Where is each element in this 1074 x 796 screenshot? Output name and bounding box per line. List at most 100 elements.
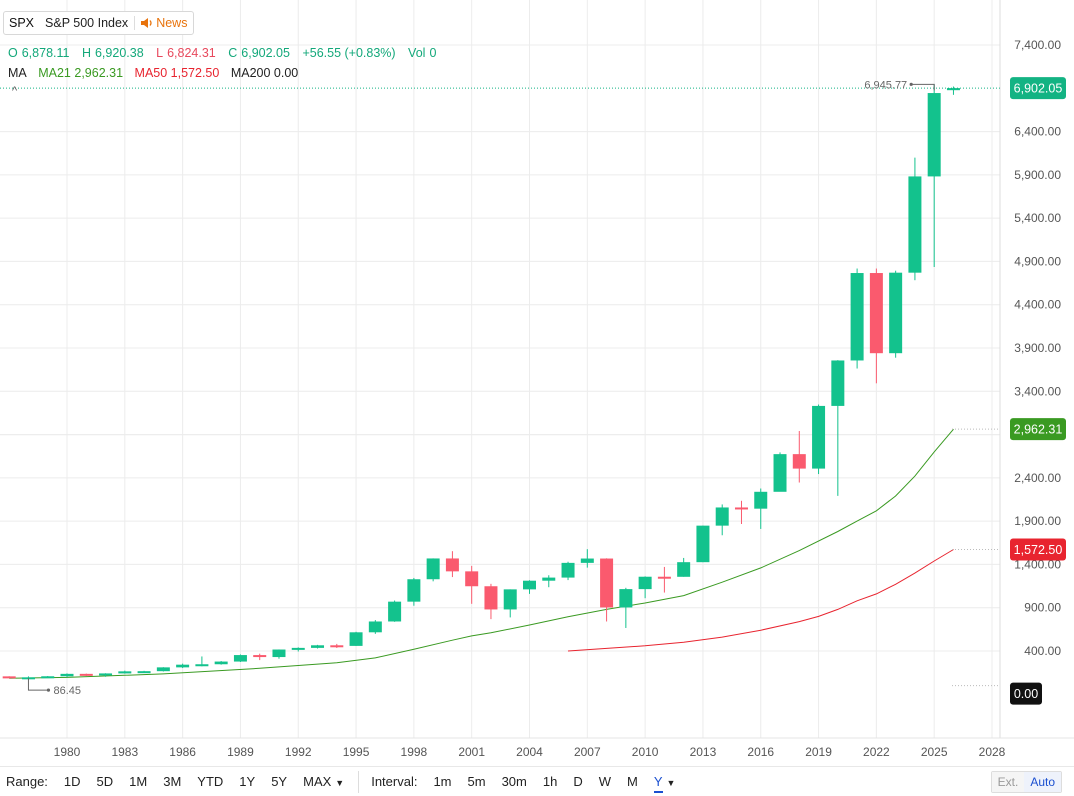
candle [330,643,344,648]
candle [311,644,325,649]
range-1m[interactable]: 1M [129,774,148,789]
grid [0,0,1000,738]
candle [484,583,498,620]
candle [2,676,16,679]
candle [638,576,652,599]
x-tick-label: 2007 [574,745,601,759]
candle [195,656,209,667]
change-value: +56.55 (+0.83%) [302,46,396,60]
candle [696,525,710,563]
x-tick-label: 2010 [632,745,659,759]
candle-body [118,671,132,674]
candle-body [214,661,228,665]
range-label: Range: [6,774,48,789]
symbol-box[interactable]: SPX S&P 500 Index News [3,11,195,35]
candle-body [908,176,922,273]
low-annotation-dot [46,688,51,692]
news-button[interactable]: News [134,16,187,30]
ma200-value: 0.00 [273,66,299,80]
candle [619,587,633,628]
candle-body [946,88,960,91]
interval-1h[interactable]: 1h [542,774,558,789]
candle-body [638,576,652,590]
megaphone-icon [141,18,152,28]
candle-body [465,571,479,587]
range-ytd[interactable]: YTD [197,774,224,789]
candle [773,452,787,492]
interval-30m[interactable]: 30m [501,774,527,789]
interval-label: Interval: [371,774,418,789]
candle-body [388,601,402,622]
x-tick-label: 1986 [169,745,196,759]
high-annotation-dot [909,82,913,86]
candle-body [580,558,594,563]
last-price-tag: 6,902.05 [1014,82,1063,96]
y-tick-label: 6,400.00 [1014,125,1061,139]
range-1d[interactable]: 1D [63,774,81,789]
candle-body [542,577,556,581]
candle [79,673,93,676]
candle-body [156,667,170,672]
candle [657,566,671,593]
candle [445,551,459,578]
candle [137,670,151,674]
interval-m[interactable]: M [627,774,638,789]
candle-body [368,621,382,633]
y-tick-label: 4,900.00 [1014,254,1061,268]
x-tick-label: 1998 [401,745,428,759]
chart-canvas[interactable]: 400.00 900.00 1,400.00 1,900.00 2,400.00 3,40… [0,0,1074,766]
interval-y[interactable]: Y ▼ [646,774,684,793]
ext-button[interactable]: Ext. [991,772,1025,792]
low-value: 6,824.31 [167,46,216,60]
range-5d[interactable]: 5D [96,774,114,789]
candle [734,500,748,524]
collapse-icon[interactable]: ^ [12,85,18,97]
y-tick-label: 2,400.00 [1014,471,1061,485]
range-max[interactable]: MAX ▼ [303,774,345,789]
x-tick-label: 2019 [805,745,832,759]
low-annotation-leader [27,678,49,691]
candles [2,84,960,680]
ma50-line [567,549,954,652]
interval-w[interactable]: W [598,774,612,789]
candle-body [79,673,93,676]
interval-1m[interactable]: 1m [433,774,452,789]
interval-d[interactable]: D [573,774,583,789]
x-tick-label: 2025 [921,745,948,759]
candle [99,673,113,677]
candle [812,404,826,475]
x-tick-label: 2013 [690,745,717,759]
y-tick-label: 1,900.00 [1014,514,1061,528]
range-5y[interactable]: 5Y [271,774,288,789]
range-3m[interactable]: 3M [163,774,182,789]
candle-body [407,579,421,602]
candle [677,557,691,577]
y-tick-label: 3,900.00 [1014,341,1061,355]
x-tick-label: 1992 [285,745,312,759]
y-tick-label: 4,400.00 [1014,298,1061,312]
candle [253,653,267,661]
x-tick-label: 2004 [516,745,543,759]
high-value: 6,920.38 [94,46,144,60]
candle [233,654,247,662]
candle [927,84,941,268]
range-1y[interactable]: 1Y [239,774,256,789]
candle [388,600,402,622]
y-tick-label: 3,400.00 [1014,384,1061,398]
ma21-value: 2,962.31 [74,66,124,80]
candle-body [657,576,671,579]
candle [889,270,903,358]
candle [946,86,960,95]
interval-5m[interactable]: 5m [467,774,486,789]
x-tick-label: 2022 [863,745,890,759]
last-price-tag-bg [1010,77,1066,100]
candle [156,667,170,672]
vol-label: Vol [408,46,426,60]
candle-body [792,454,806,469]
bottom-toolbar: Range: 1D 5D 1M 3M YTD 1Y 5Y MAX ▼ Interval: 1m 5… [0,766,1074,796]
candle [349,631,363,646]
auto-button[interactable]: Auto [1024,772,1061,792]
candle [368,620,382,634]
y-tick-label: 7,400.00 [1014,38,1061,52]
candle-body [869,273,883,354]
